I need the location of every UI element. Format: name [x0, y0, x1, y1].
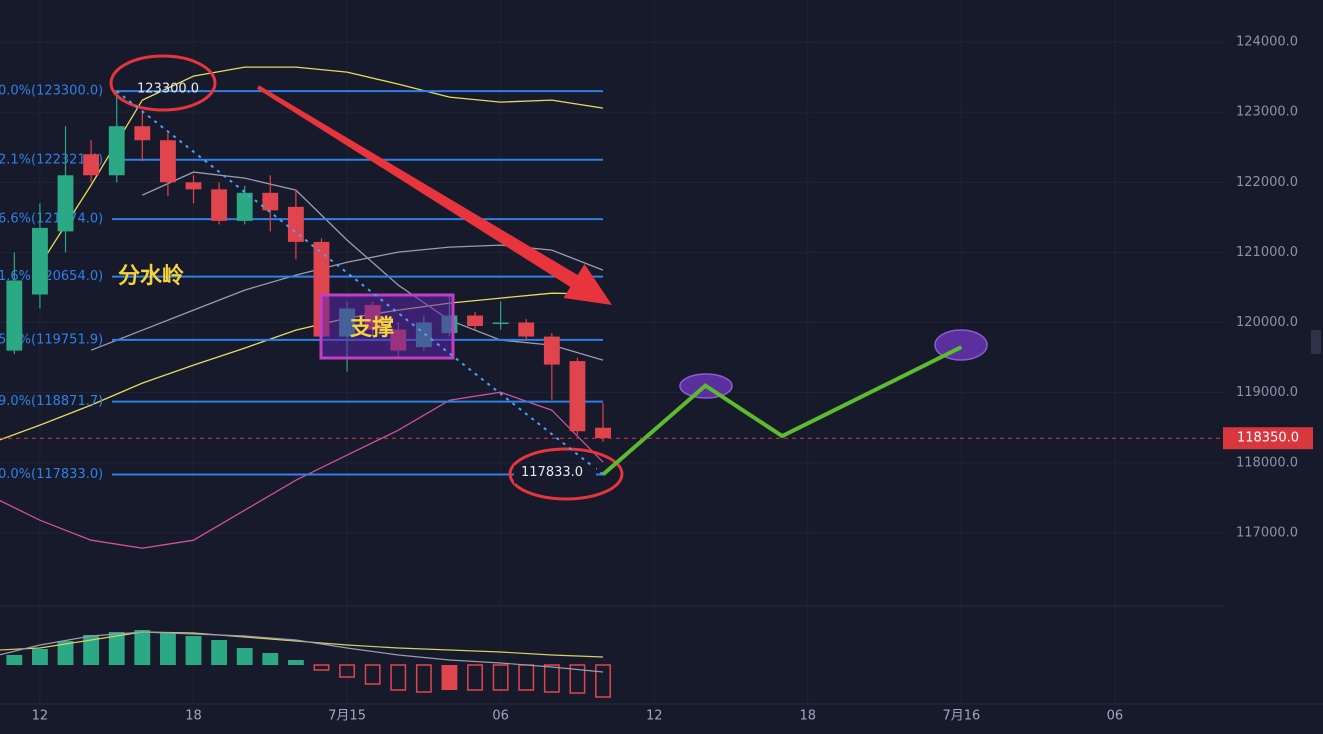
- high-circle: [109, 54, 217, 112]
- candle-body: [569, 361, 586, 432]
- scroll-handle[interactable]: [1311, 330, 1321, 354]
- overlay: 124000.0 123000.0 122000.0 121000.0 120000.0…: [0, 35, 1313, 724]
- y-tick-label: 117000.0: [1236, 525, 1298, 540]
- candle-body: [211, 189, 228, 221]
- macd-bar: [467, 664, 483, 691]
- macd-line: [0, 631, 604, 658]
- watershed-label: 分水岭: [118, 263, 184, 289]
- low-mark-label: 117833.0: [521, 465, 583, 480]
- macd-bar: [543, 664, 560, 693]
- fib-label: 6.6%(121474.0): [0, 212, 103, 227]
- y-tick-label: 118000.0: [1236, 455, 1298, 470]
- candle-body: [159, 140, 176, 183]
- y-tick-label: 119000.0: [1236, 385, 1298, 400]
- fib-label: 0.0%(123300.0): [0, 84, 103, 99]
- candle-body: [83, 154, 100, 176]
- y-tick-label: 124000.0: [1236, 35, 1298, 50]
- candle-body: [518, 322, 535, 337]
- candle-body: [236, 192, 253, 221]
- y-tick-label: 123000.0: [1236, 105, 1298, 120]
- indicator-line: [0, 391, 604, 549]
- support-box: [319, 293, 455, 360]
- x-tick-label: 12: [646, 709, 663, 724]
- y-tick-label: 122000.0: [1236, 175, 1298, 190]
- y-tick-label: 121000.0: [1236, 245, 1298, 260]
- last-price-box: [1223, 427, 1313, 450]
- plot-area: 0.0%(123300.0) 2.1%(122321.4) 6.6%(121474.…: [0, 66, 611, 698]
- macd-bar: [492, 664, 509, 691]
- candle-body: [543, 336, 560, 365]
- macd-bar: [159, 632, 176, 665]
- macd-bar: [83, 635, 100, 665]
- fib-label: 5.1%(119751.9): [0, 332, 103, 347]
- candle-body: [595, 427, 611, 439]
- macd-bar: [108, 632, 125, 665]
- macd-bar: [595, 664, 611, 698]
- candle-body: [31, 227, 48, 295]
- macd-bar: [287, 660, 304, 665]
- candle-body: [108, 126, 125, 176]
- macd-bar: [390, 664, 407, 691]
- macd-bar: [415, 664, 432, 693]
- fib-label: 0.0%(117833.0): [0, 467, 103, 482]
- fib-label: 2.1%(122321.4): [0, 152, 103, 167]
- candle-body: [467, 315, 483, 327]
- macd-line: [0, 631, 604, 673]
- macd-bar: [134, 630, 151, 665]
- macd-bar: [441, 665, 458, 690]
- candle-body: [134, 126, 151, 141]
- x-tick-label: 18: [185, 709, 202, 724]
- macd-bar: [185, 636, 202, 665]
- last-price-label: 118350.0: [1237, 431, 1299, 446]
- candle-body: [185, 182, 202, 190]
- candle-body: [287, 206, 304, 242]
- indicator-line: [0, 292, 604, 441]
- macd-bar: [364, 664, 381, 685]
- grid: [0, 0, 1225, 704]
- indicator-line: [39, 66, 604, 266]
- low-mark-box: [514, 465, 596, 484]
- candle-body: [492, 322, 509, 325]
- x-tick-label: 06: [492, 709, 509, 724]
- projection-line: [601, 345, 963, 477]
- candle-body: [262, 192, 279, 211]
- support-label: 支撑: [350, 316, 394, 341]
- fib-label: 1.6%(120654.0): [0, 269, 103, 284]
- indicator-line: [142, 171, 604, 361]
- trend-arrow: [257, 85, 612, 305]
- high-mark-label: 123300.0: [137, 82, 199, 97]
- macd-bar: [57, 641, 74, 665]
- macd-bar: [211, 640, 228, 665]
- x-tick-label: 18: [800, 709, 817, 724]
- y-tick-label: 120000.0: [1236, 315, 1298, 330]
- macd-bar: [236, 648, 253, 665]
- fib-label: 9.0%(118871.7): [0, 394, 103, 409]
- macd-bar: [6, 655, 23, 665]
- macd-bar: [313, 664, 330, 671]
- x-tick-label: 7月16: [942, 709, 980, 724]
- x-tick-label: 06: [1107, 709, 1124, 724]
- x-tick-label: 12: [32, 709, 49, 724]
- candle-body: [57, 175, 74, 232]
- candle-body: [6, 280, 23, 351]
- low-circle: [508, 447, 624, 501]
- x-tick-label: 7月15: [328, 709, 366, 724]
- macd-bar: [31, 649, 48, 665]
- macd-bar: [569, 664, 586, 694]
- macd-bar: [339, 664, 356, 678]
- macd-bar: [262, 653, 279, 665]
